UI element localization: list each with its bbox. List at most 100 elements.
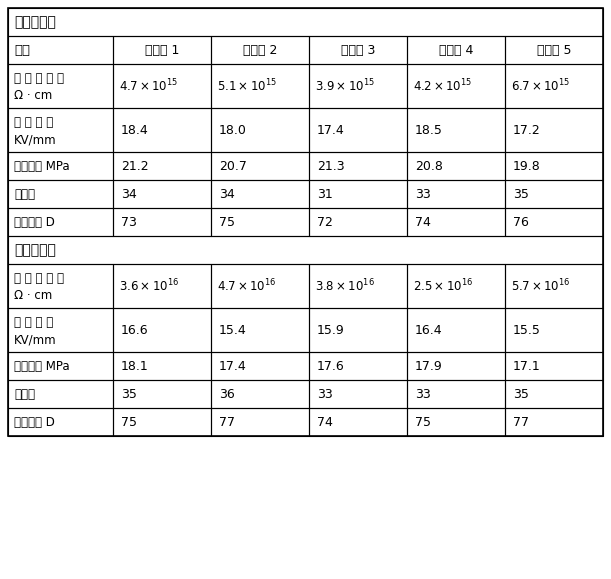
Text: 氧指数: 氧指数 [14, 387, 35, 401]
Text: 17.6: 17.6 [317, 360, 345, 372]
Text: 33: 33 [317, 387, 333, 401]
Text: 31: 31 [317, 188, 333, 200]
Bar [211, 64, 309, 108]
Text: 邵氏硬度 D: 邵氏硬度 D [14, 416, 55, 428]
Text: Ω · cm: Ω · cm [14, 89, 53, 102]
Bar [8, 208, 113, 236]
Text: 邵氏硬度 D: 邵氏硬度 D [14, 215, 55, 229]
Bar [8, 236, 603, 264]
Bar [407, 64, 505, 108]
Bar [211, 352, 309, 380]
Text: 拉伸强度 MPa: 拉伸强度 MPa [14, 159, 70, 173]
Bar [309, 352, 407, 380]
Bar [8, 108, 113, 152]
Bar [505, 264, 603, 308]
Text: Ω · cm: Ω · cm [14, 289, 53, 302]
Text: 16.6: 16.6 [121, 324, 148, 336]
Text: 17.2: 17.2 [513, 123, 541, 137]
Bar [407, 108, 505, 152]
Text: 实施例 2: 实施例 2 [243, 43, 277, 57]
Bar [407, 36, 505, 64]
Bar [309, 152, 407, 180]
Bar [211, 264, 309, 308]
Text: 16.4: 16.4 [415, 324, 442, 336]
Text: 击 穿 强 度: 击 穿 强 度 [14, 116, 53, 129]
Bar [407, 380, 505, 408]
Text: 19.8: 19.8 [513, 159, 541, 173]
Bar [505, 352, 603, 380]
Text: $3.8\times 10^{16}$: $3.8\times 10^{16}$ [315, 278, 375, 294]
Text: 35: 35 [513, 188, 529, 200]
Text: 75: 75 [415, 416, 431, 428]
Bar [113, 208, 211, 236]
Text: 实施例 4: 实施例 4 [439, 43, 473, 57]
Text: 36: 36 [219, 387, 235, 401]
Text: 18.4: 18.4 [121, 123, 148, 137]
Bar [407, 208, 505, 236]
Text: 体 积 电 阻 率: 体 积 电 阻 率 [14, 72, 64, 85]
Bar [309, 180, 407, 208]
Bar [505, 108, 603, 152]
Text: 18.0: 18.0 [219, 123, 247, 137]
Text: 75: 75 [219, 215, 235, 229]
Text: 17.9: 17.9 [415, 360, 443, 372]
Text: KV/mm: KV/mm [14, 133, 57, 146]
Bar [113, 108, 211, 152]
Bar [505, 180, 603, 208]
Text: $2.5\times 10^{16}$: $2.5\times 10^{16}$ [413, 278, 473, 294]
Text: $5.1\times 10^{15}$: $5.1\times 10^{15}$ [217, 78, 277, 94]
Text: 17.4: 17.4 [317, 123, 345, 137]
Text: 33: 33 [415, 387, 431, 401]
Text: 34: 34 [219, 188, 235, 200]
Text: 氧指数: 氧指数 [14, 188, 35, 200]
Bar [309, 380, 407, 408]
Text: 拉伸强度 MPa: 拉伸强度 MPa [14, 360, 70, 372]
Bar [8, 8, 603, 36]
Bar [113, 352, 211, 380]
Bar [407, 180, 505, 208]
Text: 72: 72 [317, 215, 333, 229]
Text: $5.7\times 10^{16}$: $5.7\times 10^{16}$ [511, 278, 570, 294]
Bar [309, 264, 407, 308]
Bar [407, 152, 505, 180]
Text: 35: 35 [121, 387, 137, 401]
Bar [211, 408, 309, 436]
Bar [309, 208, 407, 236]
Bar [309, 108, 407, 152]
Text: 33: 33 [415, 188, 431, 200]
Bar [113, 408, 211, 436]
Text: 34: 34 [121, 188, 137, 200]
Text: KV/mm: KV/mm [14, 333, 57, 346]
Text: 击 穿 强 度: 击 穿 强 度 [14, 316, 53, 328]
Text: $4.7\times 10^{16}$: $4.7\times 10^{16}$ [217, 278, 276, 294]
Bar [8, 64, 113, 108]
Text: 74: 74 [415, 215, 431, 229]
Text: 18.1: 18.1 [121, 360, 148, 372]
Text: 21.3: 21.3 [317, 159, 345, 173]
Bar [113, 308, 211, 352]
Bar [8, 152, 113, 180]
Bar [8, 264, 113, 308]
Bar [505, 380, 603, 408]
Bar [211, 108, 309, 152]
Text: 15.9: 15.9 [317, 324, 345, 336]
Text: $3.9\times 10^{15}$: $3.9\times 10^{15}$ [315, 78, 375, 94]
Text: 性能: 性能 [14, 43, 30, 57]
Bar [505, 64, 603, 108]
Bar [505, 208, 603, 236]
Bar [407, 308, 505, 352]
Text: $3.6\times 10^{16}$: $3.6\times 10^{16}$ [119, 278, 179, 294]
Bar [113, 152, 211, 180]
Bar [211, 36, 309, 64]
Bar [113, 264, 211, 308]
Text: 17.1: 17.1 [513, 360, 541, 372]
Text: 75: 75 [121, 416, 137, 428]
Text: 77: 77 [219, 416, 235, 428]
Bar [309, 308, 407, 352]
Bar [8, 36, 113, 64]
Bar [505, 36, 603, 64]
Bar [8, 352, 113, 380]
Bar [309, 36, 407, 64]
Text: 73: 73 [121, 215, 137, 229]
Text: 76: 76 [513, 215, 529, 229]
